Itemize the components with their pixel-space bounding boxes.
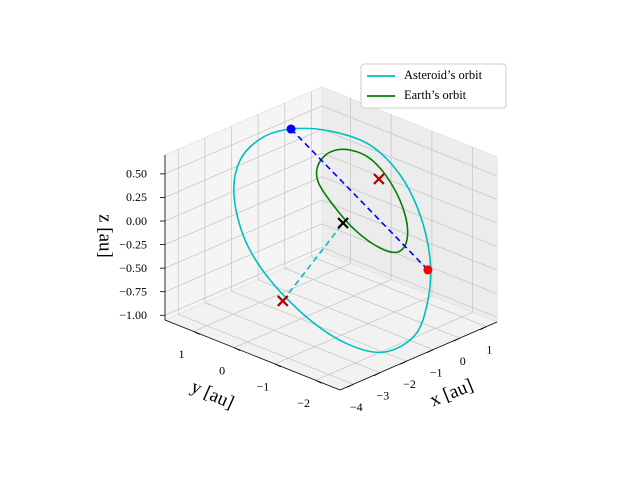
z-tick-label: 0.25 <box>126 190 147 204</box>
cross-marker <box>337 217 349 229</box>
grid-line <box>164 105 323 175</box>
z-tick-label: 0.00 <box>126 214 147 228</box>
orbit-line <box>315 148 409 254</box>
cross-marker <box>373 173 385 185</box>
grid-line <box>193 263 351 332</box>
grid-line <box>321 152 498 224</box>
grid-line <box>164 129 323 198</box>
legend-label: Earth’s orbit <box>404 88 467 102</box>
grid-line <box>321 176 498 247</box>
grid-line <box>315 311 473 381</box>
axes: −4 −3 −2 −1 0 1 −2 −1 0 1 −1.00 −0.75 −0.50 −0.25 0.00… <box>119 155 498 414</box>
y-tick-label: −1 <box>256 380 269 394</box>
grid-line <box>321 129 498 200</box>
point-marker <box>423 265 433 275</box>
panes <box>163 86 499 391</box>
y-tick-label: 1 <box>178 347 184 361</box>
legend: Asteroid’s orbit Earth’s orbit <box>360 63 507 109</box>
z-tick-label: −0.50 <box>119 261 147 275</box>
grid-line <box>164 176 323 245</box>
x-tick-label: −3 <box>377 388 390 402</box>
grid-line <box>178 313 354 385</box>
y-tick-label: −2 <box>297 396 310 410</box>
orbit-line <box>233 127 432 354</box>
axis-line <box>164 319 341 391</box>
back-right-pane <box>321 86 498 323</box>
plot-area <box>233 124 433 354</box>
z-tick-label: −0.25 <box>119 237 147 251</box>
grid-line <box>321 223 498 295</box>
grid-line <box>321 246 498 318</box>
grid-line <box>164 223 323 293</box>
grid-line <box>257 279 434 351</box>
x-tick-label: −1 <box>430 365 443 379</box>
z-tick-label: −0.75 <box>119 284 147 298</box>
grid-line <box>234 279 392 349</box>
x-tick-label: 1 <box>486 342 492 356</box>
grid-line <box>321 199 498 271</box>
legend-box <box>360 63 507 109</box>
x-tick-label: 0 <box>460 354 466 368</box>
grid-line <box>164 152 323 222</box>
z-tick-label: −1.00 <box>119 308 147 322</box>
axis-line <box>339 321 498 391</box>
cross-marker <box>277 295 289 307</box>
grid-line <box>321 105 498 177</box>
legend-label: Asteroid’s orbit <box>404 68 483 82</box>
dashed-line <box>290 128 429 271</box>
y-tick-label: 0 <box>219 363 225 377</box>
grid-line <box>204 302 381 374</box>
dashed-line <box>282 222 344 302</box>
grid-line <box>284 267 460 339</box>
x-tick-label: −4 <box>350 400 363 414</box>
grid-line <box>311 256 487 327</box>
z-tick-label: 0.50 <box>126 167 147 181</box>
grid-line <box>274 295 433 365</box>
grid-line <box>164 246 323 316</box>
x-tick-label: −2 <box>403 377 416 391</box>
z-axis-title: z [au] <box>95 214 116 258</box>
point-marker <box>286 124 296 134</box>
grid <box>164 91 498 385</box>
